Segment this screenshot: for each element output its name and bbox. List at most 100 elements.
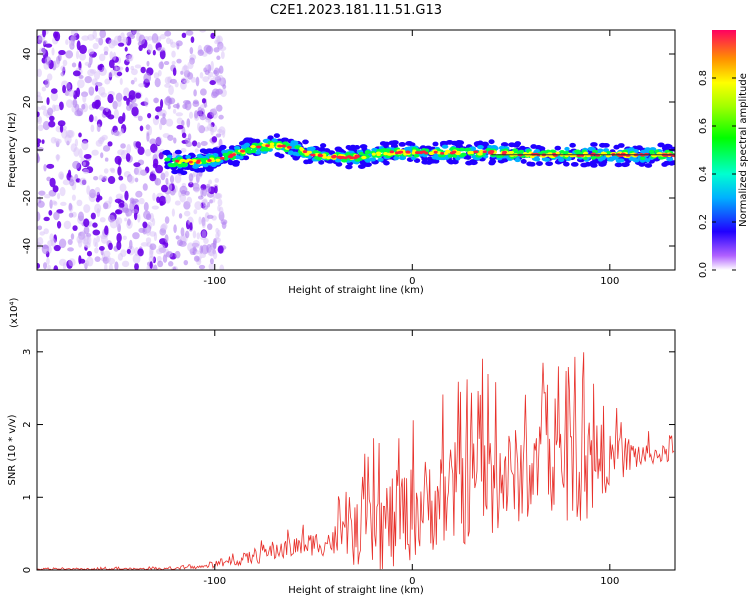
heatmap-signal-cell: [625, 153, 631, 157]
heatmap-noise-cell: [135, 191, 142, 198]
heatmap-noise-cell: [145, 213, 152, 221]
heatmap-noise-cell: [114, 261, 119, 270]
heatmap-signal-cell: [428, 151, 434, 156]
spectrogram-y-tick-label: -20: [22, 190, 33, 206]
heatmap-noise-cell: [124, 217, 128, 222]
heatmap-noise-cell: [113, 130, 120, 137]
heatmap-noise-cell: [183, 260, 189, 266]
heatmap-noise-cell: [43, 216, 50, 222]
heatmap-signal-cell: [167, 163, 174, 168]
heatmap-signal-cell: [177, 163, 184, 168]
heatmap-noise-cell: [107, 141, 113, 147]
heatmap-noise-cell: [135, 141, 142, 149]
heatmap-signal-cell: [233, 145, 241, 151]
heatmap-noise-cell: [134, 262, 139, 270]
heatmap-noise-cell: [38, 190, 46, 196]
heatmap-signal-cell: [479, 149, 485, 153]
heatmap-noise-cell: [199, 113, 207, 121]
heatmap-signal-cell: [185, 154, 191, 160]
heatmap-noise-cell: [165, 251, 174, 258]
heatmap-noise-cell: [123, 95, 128, 101]
heatmap-noise-cell: [102, 202, 109, 210]
heatmap-noise-cell: [115, 66, 124, 71]
heatmap-noise-cell: [53, 265, 59, 270]
heatmap-noise-cell: [209, 258, 214, 265]
heatmap-noise-cell: [37, 147, 44, 152]
heatmap-noise-cell: [91, 149, 99, 156]
heatmap-noise-cell: [206, 201, 211, 208]
heatmap-noise-cell: [95, 85, 99, 92]
heatmap-signal-cell: [529, 154, 535, 159]
heatmap-noise-cell: [83, 204, 91, 213]
heatmap-noise-cell: [210, 60, 214, 71]
heatmap-signal-cell: [456, 150, 461, 155]
heatmap-noise-cell: [92, 229, 101, 236]
heatmap-signal-cell: [502, 150, 508, 154]
heatmap-noise-cell: [197, 195, 204, 200]
heatmap-noise-cell: [79, 44, 87, 55]
colorbar: 0.0 0.2 0.4 0.6 0.8 Normalized spectral ampl…: [698, 30, 749, 278]
heatmap-noise-cell: [120, 143, 126, 149]
heatmap-noise-cell: [82, 93, 87, 103]
heatmap-noise-cell: [149, 261, 153, 269]
heatmap-signal-cell: [512, 142, 521, 148]
heatmap-noise-cell: [154, 77, 161, 88]
heatmap-noise-cell: [150, 143, 158, 154]
heatmap-signal-cell: [223, 156, 229, 161]
heatmap-noise-cell: [212, 75, 221, 80]
heatmap-noise-cell: [58, 171, 65, 180]
heatmap-signal-cell: [306, 146, 313, 152]
heatmap-noise-cell: [122, 112, 126, 122]
heatmap-noise-cell: [199, 252, 206, 259]
heatmap-noise-cell: [51, 47, 55, 56]
colorbar-label: Normalized spectral amplitude: [738, 73, 749, 227]
heatmap-noise-cell: [211, 136, 218, 143]
heatmap-noise-cell: [120, 249, 127, 257]
heatmap-noise-cell: [162, 254, 168, 263]
heatmap-noise-cell: [160, 117, 167, 126]
heatmap-noise-cell: [149, 173, 157, 182]
heatmap-signal-cell: [302, 139, 309, 145]
spectrogram-y-tick-label: 40: [22, 48, 33, 61]
heatmap-noise-cell: [116, 240, 122, 251]
heatmap-noise-cell: [193, 255, 200, 262]
snr-y-tick-label: 1: [22, 494, 33, 500]
heatmap-noise-cell: [37, 262, 41, 269]
spectrogram-x-label: Height of straight line (km): [288, 285, 424, 296]
heatmap-noise-cell: [37, 115, 43, 125]
heatmap-noise-cell: [160, 184, 169, 193]
heatmap-noise-cell: [132, 232, 140, 240]
heatmap-noise-cell: [53, 104, 61, 112]
heatmap-signal-cell: [357, 164, 366, 169]
heatmap-noise-cell: [44, 56, 52, 65]
heatmap-signal-cell: [470, 150, 475, 155]
heatmap-signal-cell: [202, 149, 210, 155]
heatmap-noise-cell: [153, 158, 159, 167]
heatmap-signal-cell: [263, 147, 271, 152]
heatmap-noise-cell: [67, 169, 72, 178]
colorbar-gradient: [712, 30, 736, 270]
heatmap-signal-cell: [180, 170, 188, 176]
heatmap-noise-cell: [144, 97, 149, 108]
heatmap-noise-cell: [190, 36, 195, 44]
heatmap-signal-cell: [590, 142, 598, 147]
colorbar-tick-label: 0.2: [698, 214, 709, 230]
heatmap-noise-cell: [208, 118, 212, 126]
heatmap-noise-cell: [206, 214, 214, 219]
heatmap-noise-cell: [121, 260, 130, 268]
heatmap-noise-cell: [218, 114, 224, 120]
heatmap-noise-cell: [181, 132, 187, 139]
heatmap-noise-cell: [138, 227, 146, 233]
heatmap-signal-cell: [535, 161, 543, 166]
heatmap-signal-cell: [171, 169, 179, 175]
heatmap-signal-cell: [345, 164, 353, 170]
heatmap-noise-cell: [137, 146, 145, 156]
snr-x-tick-label: 100: [600, 576, 619, 587]
heatmap-signal-cell: [269, 145, 275, 149]
heatmap-noise-cell: [203, 237, 209, 244]
heatmap-noise-cell: [107, 214, 115, 223]
heatmap-noise-cell: [68, 212, 74, 218]
heatmap-noise-cell: [37, 106, 42, 111]
heatmap-signal-cell: [207, 159, 212, 162]
